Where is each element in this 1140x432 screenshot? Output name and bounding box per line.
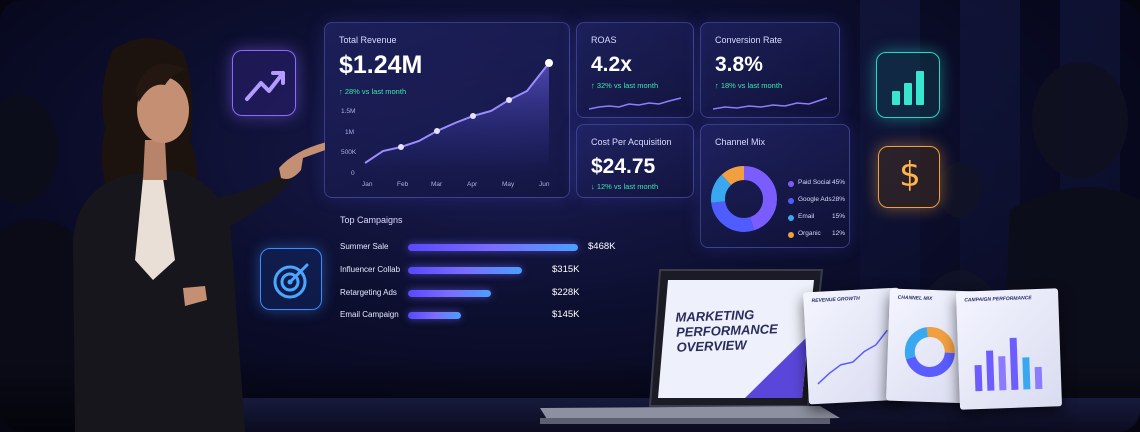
laptop-slide-title: MARKETING PERFORMANCE OVERVIEW (675, 307, 779, 355)
campaign-row: Email Campaign $145K (340, 308, 640, 322)
channel-mix-donut (711, 166, 777, 232)
x-tick: Mar (431, 181, 443, 188)
target-icon (273, 263, 309, 299)
target-card (260, 248, 322, 310)
trend-up-icon (245, 71, 285, 101)
revenue-title: Total Revenue (339, 35, 397, 45)
dollar-card: $ (878, 146, 940, 208)
y-tick: 1.5M (341, 108, 356, 115)
data-point (545, 59, 553, 67)
campaign-name: Retargeting Ads (340, 288, 397, 297)
campaign-bar (408, 267, 522, 274)
slide-line-chart (817, 329, 888, 385)
donut-slice (711, 166, 777, 232)
laptop (540, 269, 840, 424)
slide-title: CAMPAIGN PERFORMANCE (964, 295, 1032, 304)
legend-value: 15% (832, 213, 846, 220)
slide-title: CHANNEL MIX (897, 294, 933, 303)
x-tick: Jun (539, 181, 550, 188)
campaign-bar (408, 312, 461, 319)
campaign-value: $468K (588, 241, 616, 252)
cpa-panel: Cost Per Acquisition $24.75 ↓ 12% vs las… (576, 124, 694, 198)
conversion-sparkline (713, 97, 828, 110)
x-tick: Apr (467, 181, 478, 188)
cpa-title: Cost Per Acquisition (591, 137, 672, 147)
revenue-panel: Total Revenue $1.24M ↑ 28% vs last month… (324, 22, 570, 198)
donut-slice (711, 166, 777, 232)
revenue-delta: ↑ 28% vs last month (339, 87, 407, 96)
conversion-delta: ↑ 18% vs last month (715, 81, 783, 90)
campaign-name: Summer Sale (340, 242, 389, 251)
slide-donut-chart (904, 326, 955, 377)
campaigns-title: Top Campaigns (340, 215, 403, 225)
campaign-row: Influencer Collab $315K (340, 263, 640, 277)
roas-panel: ROAS 4.2x ↑ 32% vs last month (576, 22, 694, 118)
campaign-name: Influencer Collab (340, 265, 401, 274)
campaign-name: Email Campaign (340, 310, 399, 319)
revenue-value: $1.24M (339, 51, 423, 79)
roas-delta: ↑ 32% vs last month (591, 81, 659, 90)
legend-value: 45% (832, 179, 846, 186)
legend-item: Email (788, 213, 848, 223)
y-tick: 500K (341, 149, 357, 156)
presenter-figure (73, 37, 325, 432)
conversion-panel: Conversion Rate 3.8% ↑ 18% vs last month (700, 22, 840, 118)
donut-slice (711, 166, 777, 232)
campaign-value: $145K (552, 309, 580, 320)
dollar-icon: $ (899, 155, 921, 195)
y-tick: 0 (351, 170, 355, 177)
legend-item: Google Ads (788, 196, 848, 206)
campaign-row: Summer Sale $468K (340, 240, 640, 254)
campaign-bar (408, 290, 492, 297)
legend-item: Paid Social (788, 179, 848, 189)
y-tick: 1M (345, 129, 355, 136)
campaign-row: Retargeting Ads $228K (340, 286, 640, 300)
campaign-value: $228K (552, 287, 580, 298)
x-tick: Jan (362, 181, 373, 188)
cpa-value: $24.75 (591, 155, 656, 178)
bar-chart-icon (892, 71, 924, 105)
legend-value: 12% (832, 230, 846, 237)
campaign-bar (408, 244, 578, 251)
conversion-value: 3.8% (715, 53, 763, 76)
data-point (398, 144, 404, 150)
roas-title: ROAS (591, 35, 617, 45)
slide-title: REVENUE GROWTH (811, 295, 861, 305)
printed-slide: REVENUE GROWTH (803, 287, 905, 405)
campaign-value: $315K (552, 264, 580, 275)
roas-sparkline (589, 97, 682, 110)
legend-value: 28% (832, 196, 846, 203)
bar-chart-card (876, 52, 940, 118)
conversion-title: Conversion Rate (715, 35, 783, 45)
trend-up-card (232, 50, 296, 116)
legend-item: Organic (788, 230, 848, 240)
revenue-line-chart (364, 59, 553, 173)
x-tick: May (502, 181, 515, 188)
data-point (506, 97, 512, 103)
data-point (470, 113, 476, 119)
slide-bar-chart (974, 337, 1043, 392)
printed-slide: CHANNEL MIX (886, 288, 976, 404)
x-tick: Feb (397, 181, 409, 188)
cpa-delta: ↓ 12% vs last month (591, 182, 659, 191)
printed-slide: CAMPAIGN PERFORMANCE (955, 288, 1063, 410)
roas-value: 4.2x (591, 53, 632, 76)
data-point (434, 128, 440, 134)
channel-mix-title: Channel Mix (715, 137, 766, 147)
